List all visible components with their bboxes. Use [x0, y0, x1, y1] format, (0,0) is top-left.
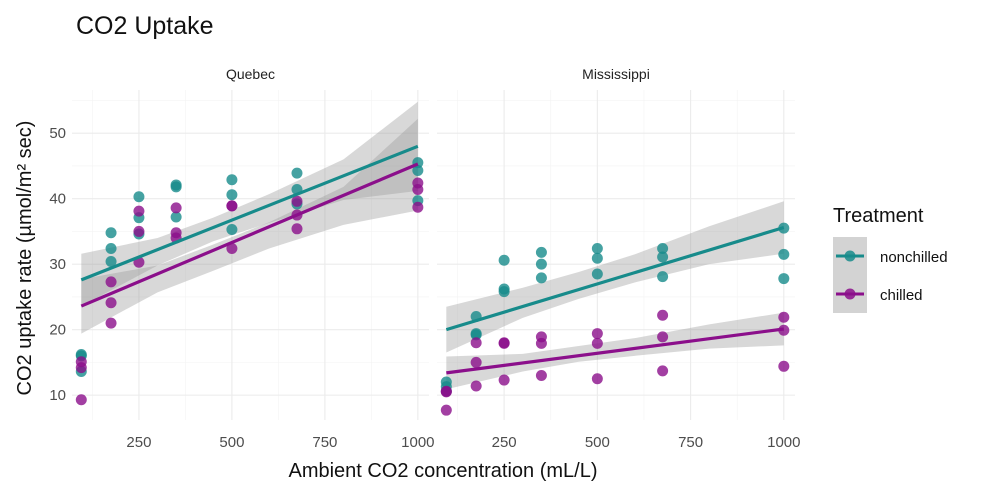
x-tick-label: 500	[219, 434, 244, 451]
data-point-chilled	[291, 223, 303, 235]
data-point-nonchilled	[133, 191, 145, 203]
data-point-nonchilled	[657, 242, 669, 254]
legend-entry-chilled: chilled	[833, 275, 923, 313]
data-point-nonchilled	[105, 227, 117, 239]
data-point-chilled	[535, 331, 547, 343]
data-point-nonchilled	[498, 254, 510, 266]
trend-line-chilled	[80, 162, 419, 308]
x-tick-label: 750	[678, 434, 703, 451]
data-point-chilled	[170, 202, 182, 214]
data-point-nonchilled	[170, 181, 182, 193]
trend-line-chilled	[446, 327, 785, 375]
data-point-nonchilled	[657, 271, 669, 283]
data-point-chilled	[657, 309, 669, 321]
facet-label: Mississippi	[582, 66, 650, 82]
data-point-nonchilled	[226, 174, 238, 186]
data-point-nonchilled	[778, 273, 790, 285]
data-point-chilled	[226, 200, 238, 212]
y-tick-label: 20	[49, 322, 66, 339]
data-point-chilled	[470, 356, 482, 368]
data-point-nonchilled	[591, 252, 603, 264]
legend: Treatment nonchilled chilled	[833, 205, 948, 313]
data-point-chilled	[498, 337, 510, 349]
data-point-chilled	[498, 374, 510, 386]
data-point-chilled	[75, 356, 87, 368]
confidence-band-nonchilled	[81, 101, 418, 307]
data-point-chilled	[226, 242, 238, 254]
data-point-chilled	[105, 297, 117, 309]
data-point-nonchilled	[657, 251, 669, 263]
data-point-nonchilled	[105, 242, 117, 254]
facet-panels: Quebec 250 500 750 1000 10 20 30 40 50 Mississippi…	[49, 66, 800, 451]
x-axis-label: Ambient CO2 concentration (mL/L)	[288, 460, 597, 482]
data-point-chilled	[657, 365, 669, 377]
data-point-chilled	[778, 311, 790, 323]
trend-line-nonchilled	[80, 144, 419, 282]
x-tick-label: 250	[126, 434, 151, 451]
facet-quebec: Quebec 250 500 750 1000 10 20 30 40 50	[49, 66, 434, 451]
x-tick-label: 500	[585, 434, 610, 451]
legend-key-point	[844, 288, 856, 300]
data-point-chilled	[440, 404, 452, 416]
data-point-nonchilled	[170, 211, 182, 223]
data-point-nonchilled	[591, 242, 603, 254]
data-point-chilled	[133, 205, 145, 217]
data-point-nonchilled	[412, 165, 424, 177]
data-point-nonchilled	[226, 223, 238, 235]
y-tick-label: 10	[49, 387, 66, 404]
data-point-chilled	[470, 380, 482, 392]
y-tick-label: 50	[49, 125, 66, 142]
legend-title: Treatment	[833, 205, 924, 227]
data-point-nonchilled	[591, 268, 603, 280]
confidence-band-chilled	[81, 118, 418, 334]
data-point-nonchilled	[535, 246, 547, 258]
y-axis-label: CO2 uptake rate (µmol/m² sec)	[14, 121, 36, 396]
data-point-nonchilled	[498, 286, 510, 298]
data-point-nonchilled	[291, 167, 303, 179]
data-point-nonchilled	[778, 248, 790, 260]
data-point-nonchilled	[470, 328, 482, 340]
data-point-chilled	[591, 373, 603, 385]
x-tick-label: 750	[312, 434, 337, 451]
y-tick-label: 40	[49, 191, 66, 208]
chart-title: CO2 Uptake	[76, 12, 214, 40]
legend-entry-nonchilled: nonchilled	[833, 237, 948, 275]
legend-label: chilled	[880, 287, 923, 304]
data-point-nonchilled	[535, 258, 547, 270]
data-point-nonchilled	[105, 256, 117, 268]
facet-label: Quebec	[226, 66, 275, 82]
data-point-chilled	[412, 177, 424, 189]
data-point-chilled	[412, 201, 424, 213]
data-point-chilled	[591, 328, 603, 340]
x-tick-label: 1000	[767, 434, 800, 451]
x-tick-label: 250	[492, 434, 517, 451]
data-point-chilled	[535, 369, 547, 381]
trend-line-nonchilled	[445, 225, 785, 332]
data-point-chilled	[778, 360, 790, 372]
data-point-chilled	[105, 276, 117, 288]
data-point-chilled	[591, 337, 603, 349]
facet-mississippi: Mississippi 250 500 750 1000	[437, 66, 801, 451]
y-tick-label: 30	[49, 256, 66, 273]
legend-label: nonchilled	[880, 249, 948, 266]
legend-key-point	[844, 250, 856, 262]
x-tick-label: 1000	[401, 434, 434, 451]
data-point-nonchilled	[535, 272, 547, 284]
data-point-nonchilled	[226, 189, 238, 201]
data-point-chilled	[657, 331, 669, 343]
data-point-chilled	[440, 385, 452, 397]
data-point-chilled	[470, 337, 482, 349]
data-point-chilled	[291, 195, 303, 207]
data-point-chilled	[133, 225, 145, 237]
data-point-chilled	[105, 317, 117, 329]
data-point-chilled	[75, 394, 87, 406]
